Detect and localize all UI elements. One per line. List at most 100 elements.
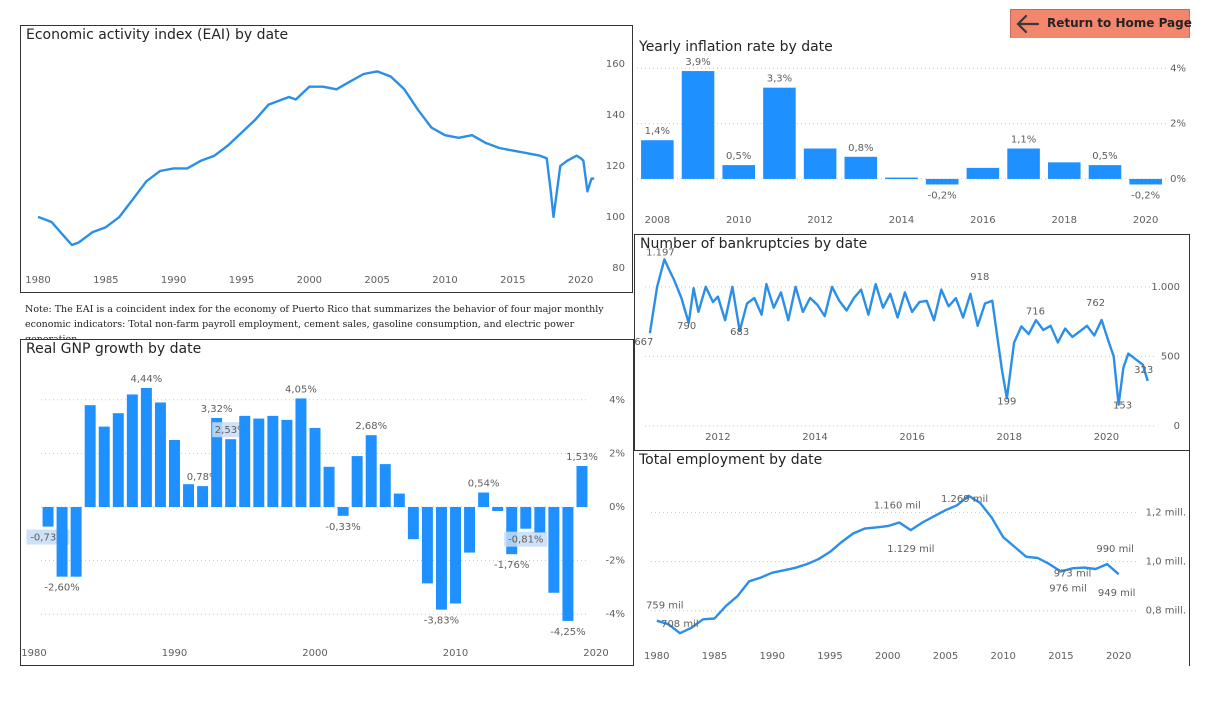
employment-data-label: 708 mil (661, 619, 699, 630)
gnp-bar (112, 413, 124, 507)
bankruptcies-data-label: 716 (1026, 306, 1045, 317)
gnp-data-label: -0,33% (325, 522, 360, 533)
gnp-y-tick-label: 2% (609, 448, 625, 459)
gnp-bar (70, 507, 82, 577)
gnp-y-tick-label: 4% (609, 395, 625, 406)
gnp-data-label: 2,68% (355, 421, 387, 432)
gnp-bar (464, 507, 476, 553)
employment-x-tick-label: 2000 (875, 651, 900, 662)
gnp-bar (211, 418, 223, 507)
bankruptcies-y-tick-label: 500 (1161, 351, 1180, 362)
eai-line (37, 70, 595, 247)
eai-y-tick-label: 120 (606, 161, 625, 172)
gnp-bar (42, 507, 54, 527)
employment-data-label: 973 mil (1054, 568, 1092, 579)
gnp-data-label: 3,32% (201, 404, 233, 415)
employment-x-tick-label: 1985 (702, 651, 727, 662)
inflation-data-label: -0,2% (928, 190, 957, 201)
employment-x-tick-label: 1980 (644, 651, 669, 662)
gnp-data-label: 1,53% (566, 452, 598, 463)
gnp-data-label: -0,81% (508, 535, 543, 546)
bankruptcies-data-label: 199 (997, 396, 1016, 407)
eai-x-tick-label: 1980 (25, 275, 50, 286)
eai-y-tick-label: 160 (606, 59, 625, 70)
bankruptcies-x-tick-label: 2012 (705, 432, 730, 443)
employment-y-tick-label: 1,2 mill. (1146, 508, 1186, 519)
gnp-bar (295, 398, 307, 507)
inflation-chart: 0% 2% 4% 2008 2010 2012 2014 2016 2018 2020 1,4% 3,… (637, 57, 1186, 226)
inflation-x-tick-label: 2016 (970, 215, 995, 226)
gnp-bar (323, 466, 335, 507)
inflation-data-label: 0,5% (1092, 151, 1117, 162)
gnp-bar (548, 507, 560, 593)
gnp-data-label: -0,73% (30, 533, 65, 544)
gnp-data-label: 0,78% (187, 472, 219, 483)
gnp-x-tick-label: 1980 (21, 648, 46, 659)
bankruptcies-data-label: 790 (677, 321, 696, 332)
gnp-bar (534, 507, 546, 533)
gnp-bar (98, 426, 110, 507)
inflation-bar (885, 177, 918, 180)
eai-x-tick-label: 1990 (161, 275, 186, 286)
bankruptcies-line (648, 258, 1149, 406)
bankruptcies-y-tick-label: 1.000 (1151, 282, 1180, 293)
employment-line (656, 494, 1120, 635)
inflation-data-label: 3,9% (685, 57, 710, 68)
inflation-x-tick-label: 2020 (1133, 215, 1158, 226)
gnp-x-tick-label: 2000 (302, 648, 327, 659)
bankruptcies-data-label: 667 (634, 337, 653, 348)
gnp-data-label: 0,54% (468, 479, 500, 490)
bankruptcies-chart: 0 500 1.000 2012 2014 2016 2018 2020 667 1.197 790… (634, 247, 1180, 443)
inflation-bar (925, 178, 959, 185)
inflation-x-tick-label: 2012 (807, 215, 832, 226)
inflation-bar (803, 148, 837, 179)
gnp-bar (337, 507, 349, 516)
inflation-y-tick-label: 0% (1170, 174, 1186, 185)
employment-y-tick-label: 1,0 mill. (1146, 557, 1186, 568)
return-home-button[interactable]: Return to Home Page (1010, 9, 1192, 39)
gnp-data-label: -2,60% (44, 583, 79, 594)
gnp-y-tick-label: -2% (606, 556, 625, 567)
gnp-chart: -4% -2% 0% 2% 4% 1980 1990 2000 2010 2020 -0,73% -2… (21, 374, 625, 659)
gnp-bar (140, 388, 152, 507)
employment-x-tick-label: 1995 (817, 651, 842, 662)
employment-data-label: 1.160 mil (874, 500, 921, 511)
gnp-bar (365, 435, 377, 507)
inflation-chart-panel: Yearly inflation rate by date 0% 2% 4% 2008… (634, 38, 1190, 232)
eai-y-tick-label: 140 (606, 110, 625, 121)
gnp-bar (576, 465, 588, 507)
bankruptcies-x-tick-label: 2014 (802, 432, 827, 443)
eai-chart-title: Economic activity index (EAI) by date (26, 27, 289, 43)
gnp-data-label: 4,44% (130, 374, 162, 385)
eai-x-tick-label: 2000 (297, 275, 322, 286)
inflation-x-tick-label: 2018 (1052, 215, 1077, 226)
gnp-chart-title: Real GNP growth by date (26, 341, 202, 357)
employment-data-label: 1.269 mil (941, 494, 988, 505)
bankruptcies-x-tick-label: 2020 (1094, 432, 1119, 443)
eai-x-tick-label: 2020 (568, 275, 593, 286)
inflation-x-tick-label: 2014 (889, 215, 914, 226)
eai-x-tick-label: 2005 (364, 275, 389, 286)
eai-x-tick-label: 1985 (93, 275, 118, 286)
inflation-data-label: 0,5% (726, 151, 751, 162)
inflation-y-tick-label: 2% (1170, 119, 1186, 130)
gnp-data-label: 4,05% (285, 384, 317, 395)
bankruptcies-x-tick-label: 2016 (899, 432, 924, 443)
gnp-x-tick-label: 2020 (583, 648, 608, 659)
gnp-bar (407, 507, 419, 540)
gnp-data-label: -3,83% (424, 616, 459, 627)
employment-data-label: 976 mil (1049, 584, 1087, 595)
bankruptcies-data-label: 1.197 (646, 247, 675, 258)
inflation-bar (681, 71, 715, 179)
gnp-bar (393, 493, 405, 507)
return-home-label: Return to Home Page (1047, 16, 1192, 30)
gnp-bar (492, 507, 504, 512)
bankruptcies-chart-title: Number of bankruptcies by date (640, 236, 868, 252)
employment-data-label: 759 mil (646, 601, 684, 612)
gnp-bar (435, 507, 447, 610)
inflation-chart-title: Yearly inflation rate by date (639, 39, 833, 55)
inflation-data-label: 0,8% (848, 143, 873, 154)
inflation-bar (966, 167, 1000, 179)
gnp-bar (225, 439, 237, 507)
inflation-bar (641, 140, 674, 179)
